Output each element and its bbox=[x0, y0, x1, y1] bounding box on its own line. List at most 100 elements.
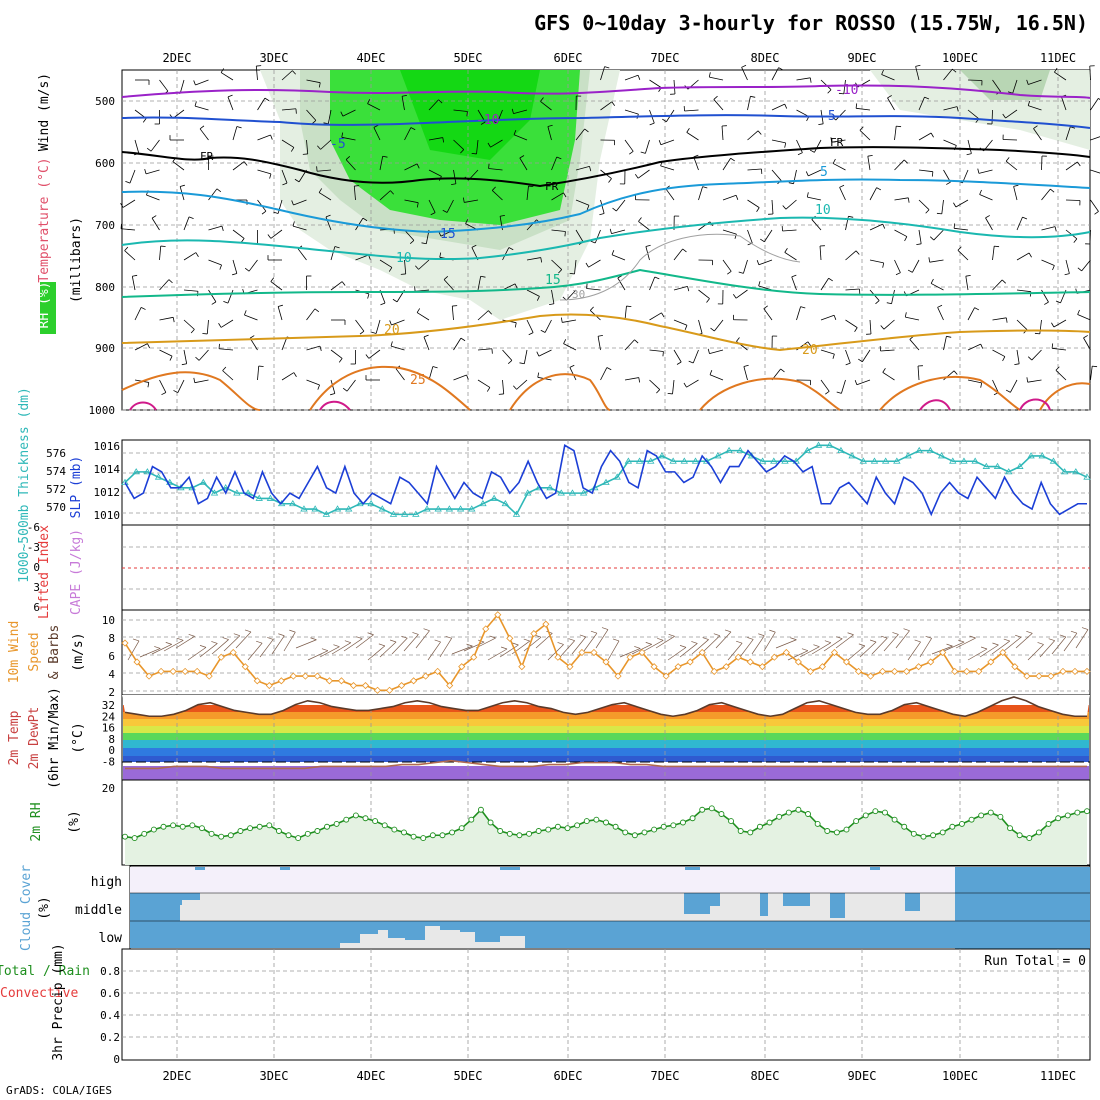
label-15: 15 bbox=[545, 273, 561, 288]
upper-panel: -10 -10 -5 -5 FR FR FR 5 15 10 10 15 20 … bbox=[120, 64, 1100, 411]
thickness-point bbox=[468, 505, 476, 512]
wind10m-barb bbox=[331, 642, 352, 655]
wind-barb bbox=[918, 229, 922, 244]
wind10m-point bbox=[373, 686, 382, 694]
wind-barb-flag bbox=[466, 111, 468, 117]
wind-barb bbox=[551, 156, 558, 171]
wind-barb-flag bbox=[536, 296, 540, 301]
wind-barb-flag bbox=[486, 387, 491, 392]
wind-barb bbox=[306, 379, 320, 386]
wind-barb-flag bbox=[181, 363, 187, 366]
wind10m-barb-flag bbox=[434, 639, 441, 643]
wind10m-barb bbox=[883, 634, 899, 652]
wind10m-point bbox=[422, 672, 430, 680]
wind10m-point bbox=[1071, 667, 1079, 675]
wind-barb-flag bbox=[480, 121, 486, 125]
wind10m-barb-flag bbox=[668, 634, 675, 637]
thickness-ytick: 572 bbox=[46, 483, 66, 496]
lifted-index-axis-label: Lifted Index bbox=[37, 525, 52, 619]
wind-barb bbox=[150, 139, 160, 152]
thickness-point bbox=[826, 441, 834, 448]
wind-barb bbox=[941, 199, 944, 214]
wind-barb-flag bbox=[232, 273, 237, 276]
label-minus10-b: -10 bbox=[476, 113, 499, 128]
wind-barb bbox=[232, 259, 238, 274]
wind-barb bbox=[516, 379, 528, 390]
contour-20 bbox=[121, 313, 1091, 352]
wind10m-point bbox=[241, 663, 249, 671]
wind10m-barb bbox=[139, 648, 161, 658]
dewpt2m-line bbox=[125, 759, 1087, 770]
wind-barb bbox=[698, 319, 703, 334]
cloud-low-gap bbox=[500, 936, 525, 948]
wind10m-point bbox=[518, 663, 526, 671]
thickness-point bbox=[188, 484, 196, 491]
wind-barb bbox=[248, 259, 258, 272]
wind-barb bbox=[747, 130, 759, 141]
wind-barb bbox=[502, 349, 513, 361]
thickness-point bbox=[982, 462, 991, 469]
temp-color-band bbox=[123, 705, 1089, 712]
thickness-point bbox=[1072, 468, 1080, 475]
wind-barb bbox=[709, 76, 724, 81]
wind-barb-flag bbox=[709, 370, 713, 375]
wind10m-barb-flag bbox=[969, 635, 976, 639]
wind10m-barbs-label: & Barbs bbox=[47, 625, 62, 680]
wind-barb-flag bbox=[1054, 226, 1057, 232]
rh2m-point bbox=[1064, 812, 1071, 819]
wind-barb-flag bbox=[683, 382, 687, 388]
cloud-high-bar bbox=[955, 867, 1090, 949]
wind-barb bbox=[551, 229, 566, 232]
wind-barb-flag bbox=[487, 142, 491, 148]
wind-barb bbox=[526, 186, 529, 201]
wind10m-point bbox=[325, 677, 333, 685]
rh2m-point bbox=[968, 816, 975, 823]
wind-barb-flag bbox=[193, 377, 196, 383]
wind-barb-flag bbox=[916, 243, 922, 245]
wind-barb bbox=[955, 199, 969, 208]
thickness-point bbox=[758, 457, 767, 464]
thickness-point bbox=[669, 457, 677, 464]
wind-barb-flag bbox=[629, 151, 634, 155]
wind-barb bbox=[353, 186, 356, 201]
rh2m-point bbox=[189, 822, 196, 829]
wind-barb-flag bbox=[359, 330, 365, 335]
wind-barb bbox=[954, 227, 969, 231]
wind-barb-flag bbox=[345, 156, 351, 160]
wind-barb bbox=[649, 79, 662, 88]
label-25: 25 bbox=[410, 373, 426, 388]
rh-ytick: 20 bbox=[102, 782, 115, 795]
wind-barb bbox=[306, 79, 321, 84]
wind-barb-flag bbox=[416, 202, 419, 208]
rh2m-point bbox=[150, 826, 157, 833]
wind10m-barb-flag bbox=[356, 636, 363, 640]
wind-barb bbox=[227, 289, 234, 304]
wind-barb-flag bbox=[784, 248, 788, 253]
wind-barb-flag bbox=[528, 332, 534, 336]
wind-barb-flag bbox=[1026, 377, 1029, 383]
wind-barb-flag bbox=[1083, 335, 1088, 339]
wind-barb-flag bbox=[713, 95, 718, 100]
precip-ytick: 0.2 bbox=[100, 1031, 120, 1044]
wind-barb bbox=[665, 188, 675, 201]
wind-barb-flag bbox=[907, 197, 910, 203]
wind-barb-flag bbox=[791, 274, 797, 278]
rh2m-point bbox=[612, 823, 619, 830]
temp-color-band bbox=[123, 712, 1089, 719]
wind-barb bbox=[544, 319, 552, 333]
thickness-point bbox=[501, 499, 510, 507]
temp2m-axis-label: 2m Temp bbox=[7, 710, 22, 765]
temp-ytick: 16 bbox=[102, 722, 115, 735]
rh2m-point bbox=[987, 809, 994, 816]
wind-barb-flag bbox=[956, 106, 959, 112]
wind10m-barb bbox=[1063, 632, 1078, 652]
wind-barb bbox=[617, 277, 626, 291]
contour-minus10 bbox=[121, 84, 1091, 99]
thickness-point bbox=[870, 457, 879, 464]
wind-barb bbox=[566, 289, 577, 301]
wind-barb bbox=[306, 308, 316, 321]
wind-barb-flag bbox=[974, 307, 980, 311]
wind-barb bbox=[490, 139, 503, 148]
wind-barb-flag bbox=[928, 257, 931, 263]
wind10m-barb bbox=[991, 640, 1011, 655]
